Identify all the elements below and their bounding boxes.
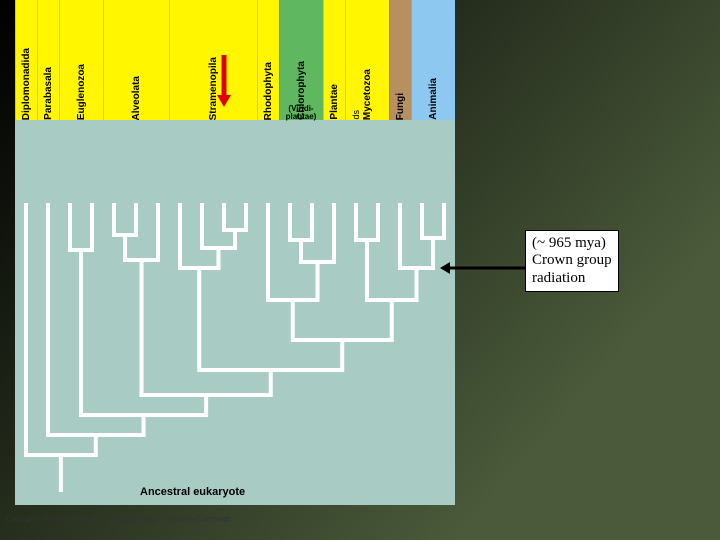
crown-group-annotation: (~ 965 mya)Crown groupradiation [525, 230, 619, 292]
